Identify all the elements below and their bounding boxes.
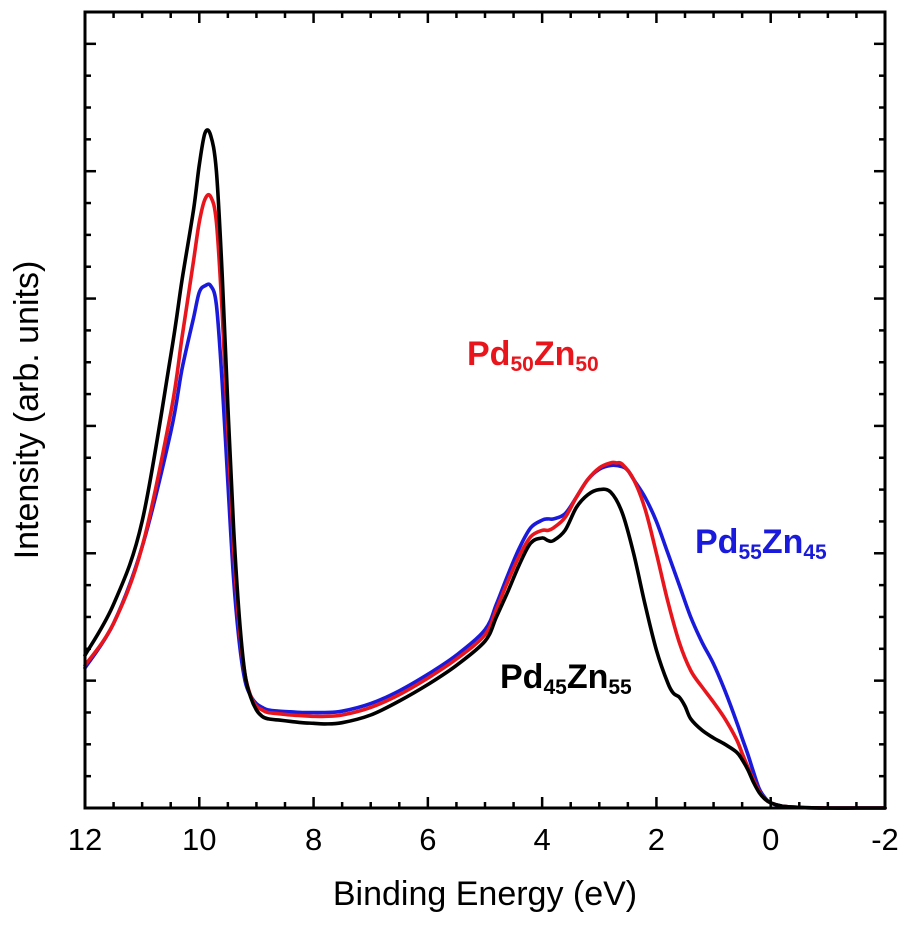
series-label-pd55zn45: Pd55Zn45	[695, 523, 827, 564]
series-line-pd45zn55	[83, 128, 887, 810]
x-tick-label: 2	[648, 822, 665, 857]
axis-ticks	[83, 12, 887, 808]
x-axis-title: Binding Energy (eV)	[333, 875, 637, 913]
x-tick-label: -2	[871, 822, 899, 857]
x-tick-label: 12	[68, 822, 102, 857]
series-labels: Pd45Zn55 Pd50Zn50 Pd55Zn45	[467, 335, 827, 699]
y-axis-title: Intensity (arb. units)	[8, 261, 46, 560]
x-tick-label: 10	[182, 822, 216, 857]
x-tick-labels: 12 10 8 6 4 2 0 -2	[68, 822, 899, 857]
series-line-pd55zn45	[83, 282, 887, 810]
x-tick-label: 0	[762, 822, 779, 857]
series-label-pd45zn55: Pd45Zn55	[500, 658, 632, 699]
x-tick-label: 4	[534, 822, 551, 857]
x-tick-label: 6	[419, 822, 436, 857]
series-curves	[83, 128, 887, 810]
x-tick-label: 8	[305, 822, 322, 857]
series-label-pd50zn50: Pd50Zn50	[467, 335, 599, 376]
